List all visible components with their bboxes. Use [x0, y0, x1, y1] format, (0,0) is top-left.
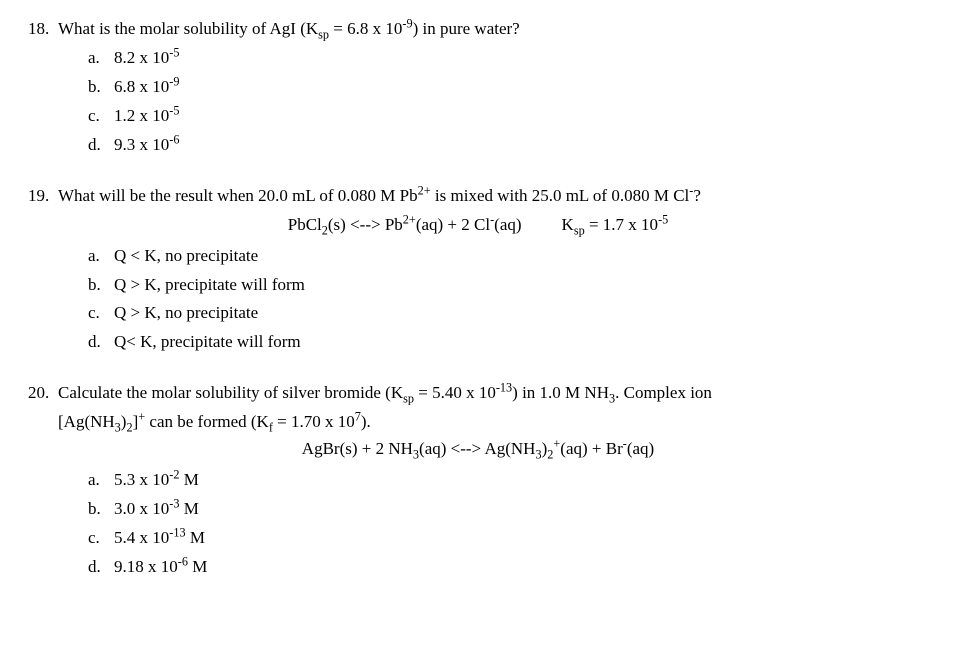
question: 19.What will be the result when 20.0 mL …: [28, 185, 928, 355]
choice-item: c.5.4 x 10-13 M: [88, 527, 928, 550]
question-text: Calculate the molar solubility of silver…: [58, 382, 928, 405]
choice-item: c.1.2 x 10-5: [88, 105, 928, 128]
question-equation: AgBr(s) + 2 NH3(aq) <--> Ag(NH3)2+(aq) +…: [28, 438, 928, 461]
choices-list: a.8.2 x 10-5b.6.8 x 10-9c.1.2 x 10-5d.9.…: [88, 47, 928, 157]
question-stem-row: 20.Calculate the molar solubility of sil…: [28, 382, 928, 405]
choice-text: 9.3 x 10-6: [114, 134, 179, 157]
question-equation: PbCl2(s) <--> Pb2+(aq) + 2 Cl-(aq)Ksp = …: [28, 214, 928, 237]
choice-text: 5.4 x 10-13 M: [114, 527, 205, 550]
choice-letter: b.: [88, 274, 114, 297]
choice-text: Q > K, precipitate will form: [114, 274, 305, 297]
question-subtext: [Ag(NH3)2]+ can be formed (Kf = 1.70 x 1…: [58, 411, 928, 434]
choice-item: d.9.3 x 10-6: [88, 134, 928, 157]
choice-item: d.Q< K, precipitate will form: [88, 331, 928, 354]
choice-text: Q < K, no precipitate: [114, 245, 258, 268]
choice-item: a.Q < K, no precipitate: [88, 245, 928, 268]
choice-text: 9.18 x 10-6 M: [114, 556, 207, 579]
choice-text: Q > K, no precipitate: [114, 302, 258, 325]
question-number: 18.: [28, 18, 58, 41]
choice-item: b.3.0 x 10-3 M: [88, 498, 928, 521]
choice-letter: c.: [88, 105, 114, 128]
choice-text: 8.2 x 10-5: [114, 47, 179, 70]
question-text: What will be the result when 20.0 mL of …: [58, 185, 928, 208]
question: 18.What is the molar solubility of AgI (…: [28, 18, 928, 157]
choice-letter: a.: [88, 469, 114, 492]
choice-text: 3.0 x 10-3 M: [114, 498, 199, 521]
choice-item: a.8.2 x 10-5: [88, 47, 928, 70]
choice-letter: a.: [88, 47, 114, 70]
choice-letter: d.: [88, 331, 114, 354]
choice-letter: d.: [88, 556, 114, 579]
choice-text: 5.3 x 10-2 M: [114, 469, 199, 492]
question-text: What is the molar solubility of AgI (Ksp…: [58, 18, 928, 41]
choice-item: c.Q > K, no precipitate: [88, 302, 928, 325]
question: 20.Calculate the molar solubility of sil…: [28, 382, 928, 579]
choices-list: a.Q < K, no precipitateb.Q > K, precipit…: [88, 245, 928, 355]
choice-letter: a.: [88, 245, 114, 268]
choice-item: b.6.8 x 10-9: [88, 76, 928, 99]
choice-letter: c.: [88, 527, 114, 550]
choice-letter: b.: [88, 498, 114, 521]
choice-item: b.Q > K, precipitate will form: [88, 274, 928, 297]
choice-text: Q< K, precipitate will form: [114, 331, 301, 354]
choice-letter: b.: [88, 76, 114, 99]
question-stem-row: 19.What will be the result when 20.0 mL …: [28, 185, 928, 208]
choice-letter: d.: [88, 134, 114, 157]
question-number: 20.: [28, 382, 58, 405]
choice-text: 6.8 x 10-9: [114, 76, 179, 99]
choice-item: d.9.18 x 10-6 M: [88, 556, 928, 579]
choice-item: a.5.3 x 10-2 M: [88, 469, 928, 492]
questions-container: 18.What is the molar solubility of AgI (…: [28, 18, 928, 579]
choice-letter: c.: [88, 302, 114, 325]
choice-text: 1.2 x 10-5: [114, 105, 179, 128]
question-number: 19.: [28, 185, 58, 208]
question-stem-row: 18.What is the molar solubility of AgI (…: [28, 18, 928, 41]
choices-list: a.5.3 x 10-2 Mb.3.0 x 10-3 Mc.5.4 x 10-1…: [88, 469, 928, 579]
